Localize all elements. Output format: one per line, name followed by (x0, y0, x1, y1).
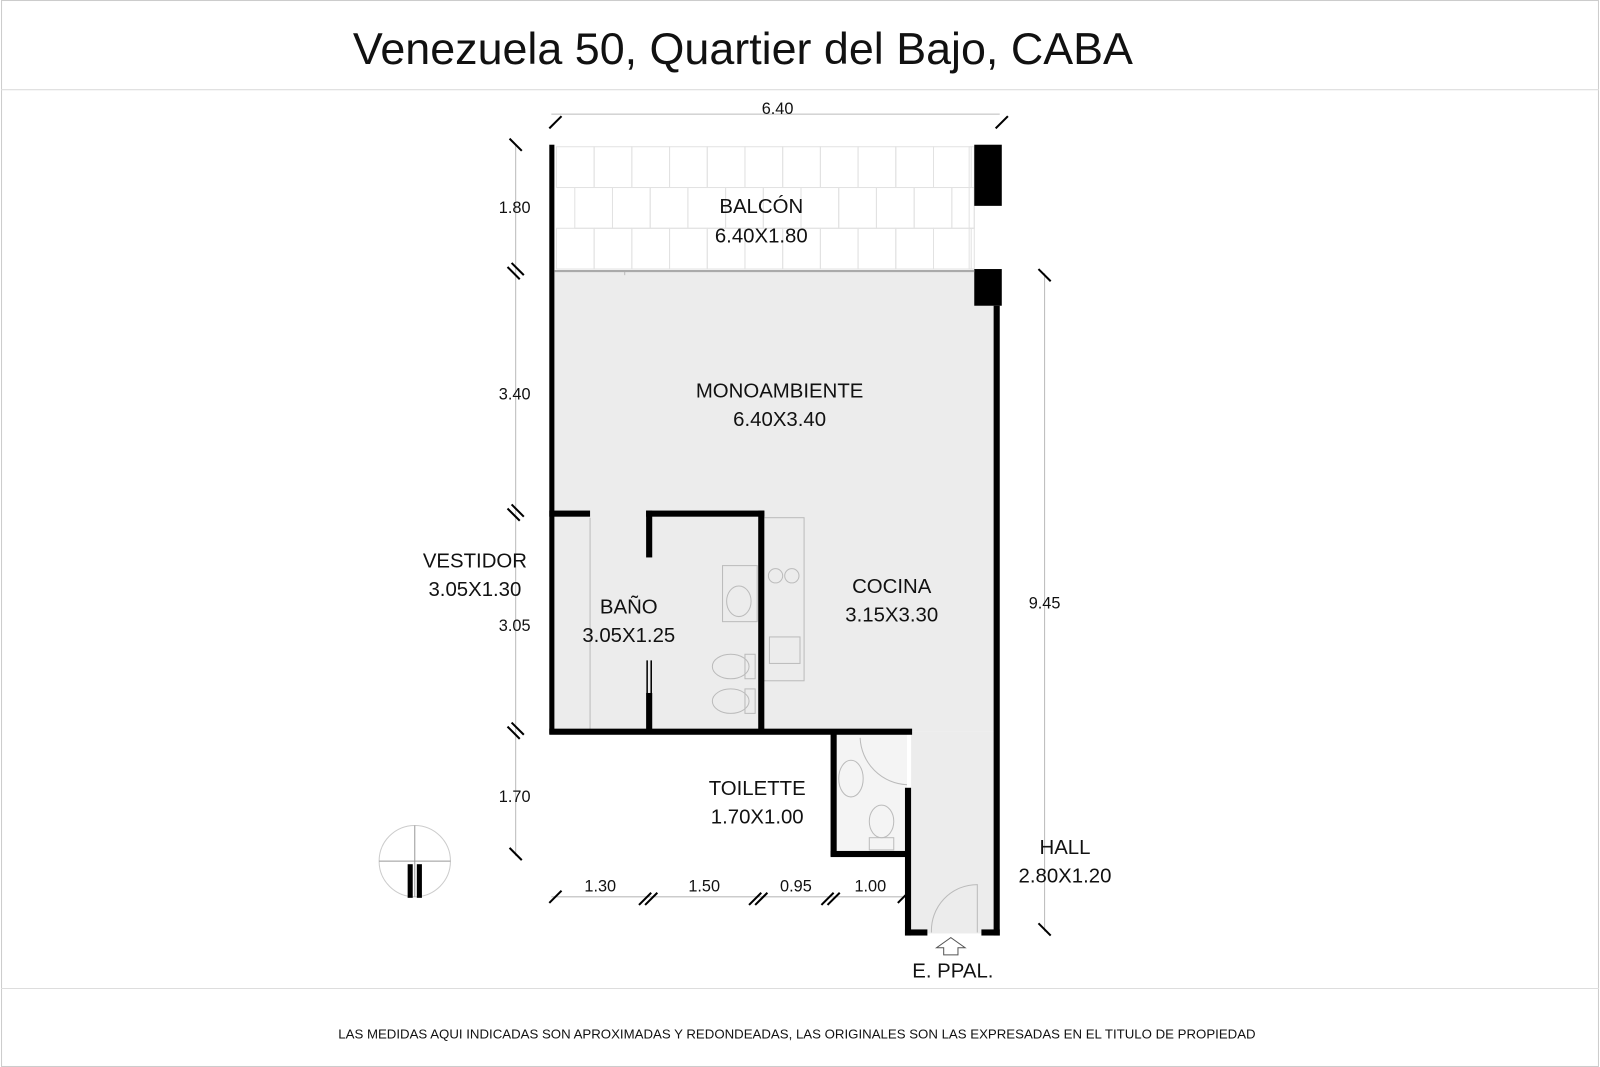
room-size: 3.05X1.30 (428, 579, 521, 601)
floor-toilette (835, 733, 908, 852)
dimension: 1.50 (688, 878, 720, 896)
room-name: VESTIDOR (423, 551, 527, 573)
room-name: BAÑO (600, 594, 658, 618)
entrance-arrow (934, 936, 967, 956)
room-name: TOILETTE (709, 778, 806, 800)
tile (968, 227, 975, 270)
room-size: 2.80X1.20 (1019, 866, 1112, 888)
compass (378, 824, 451, 898)
dimension: 3.05 (499, 617, 531, 635)
room-size: 6.40X3.40 (733, 409, 826, 431)
dimension: 1.00 (854, 878, 886, 896)
dimension: 1.80 (499, 199, 531, 217)
room-labels: BALCÓN 6.40X1.80 MONOAMBIENTE 6.40X3.40 … (423, 195, 1112, 888)
dimension: 3.40 (499, 385, 531, 403)
room-name: COCINA (852, 576, 932, 598)
dimension: 1.70 (499, 788, 531, 806)
dimension: 0.95 (780, 878, 812, 896)
title: Venezuela 50, Quartier del Bajo, CABA (353, 23, 1133, 74)
tile (932, 227, 972, 270)
entrance-label: E. PPAL. (912, 960, 993, 982)
floors (554, 270, 996, 934)
walls (549, 144, 1002, 936)
room-size: 1.70X1.00 (711, 806, 804, 828)
floor-hall (911, 731, 996, 934)
footer-note: LAS MEDIDAS AQUI INDICADAS SON APROXIMAD… (338, 1026, 1255, 1041)
room-size: 3.15X3.30 (845, 605, 938, 627)
fixtures (589, 270, 978, 933)
room-size: 6.40X1.80 (715, 226, 808, 248)
dimension: 9.45 (1029, 594, 1061, 612)
balcony-tiles (555, 146, 975, 270)
dimension: 1.30 (584, 878, 616, 896)
room-name: BALCÓN (719, 195, 803, 218)
floor-main (554, 270, 996, 732)
dimension-labels: 6.40 1.80 3.40 3.05 1.70 9.45 1.30 1.50 … (499, 100, 1061, 896)
room-size: 3.05X1.25 (582, 625, 675, 647)
room-name: MONOAMBIENTE (696, 380, 864, 402)
dimension: 6.40 (762, 100, 794, 118)
room-name: HALL (1039, 837, 1090, 859)
dimension-lines (506, 113, 1052, 937)
